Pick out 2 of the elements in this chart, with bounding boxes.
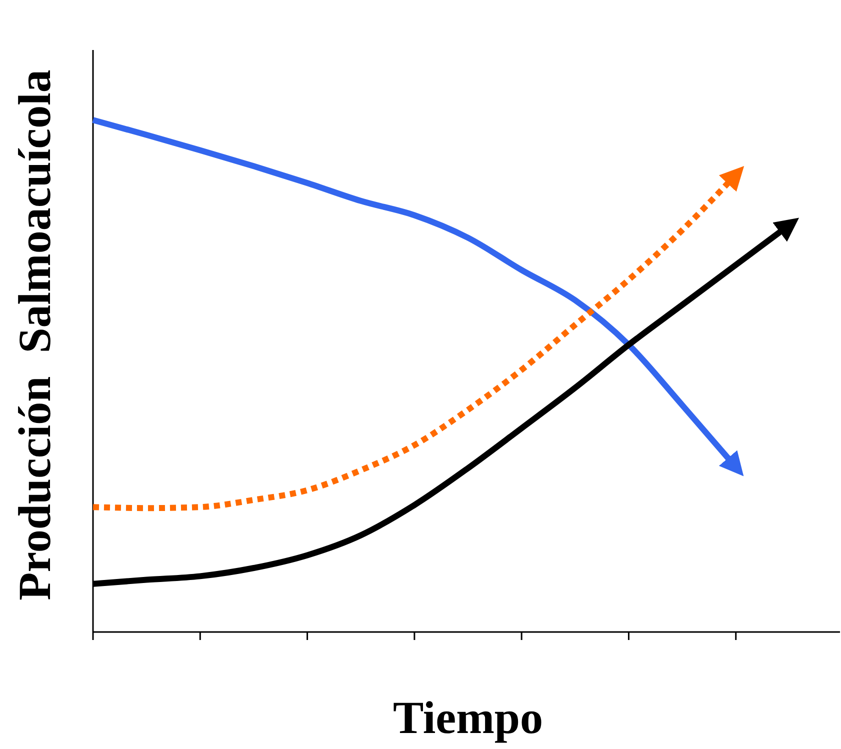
x-axis-title: Tiempo — [393, 692, 543, 743]
y-axis-title: Producción Salmoacuícola — [9, 70, 60, 600]
